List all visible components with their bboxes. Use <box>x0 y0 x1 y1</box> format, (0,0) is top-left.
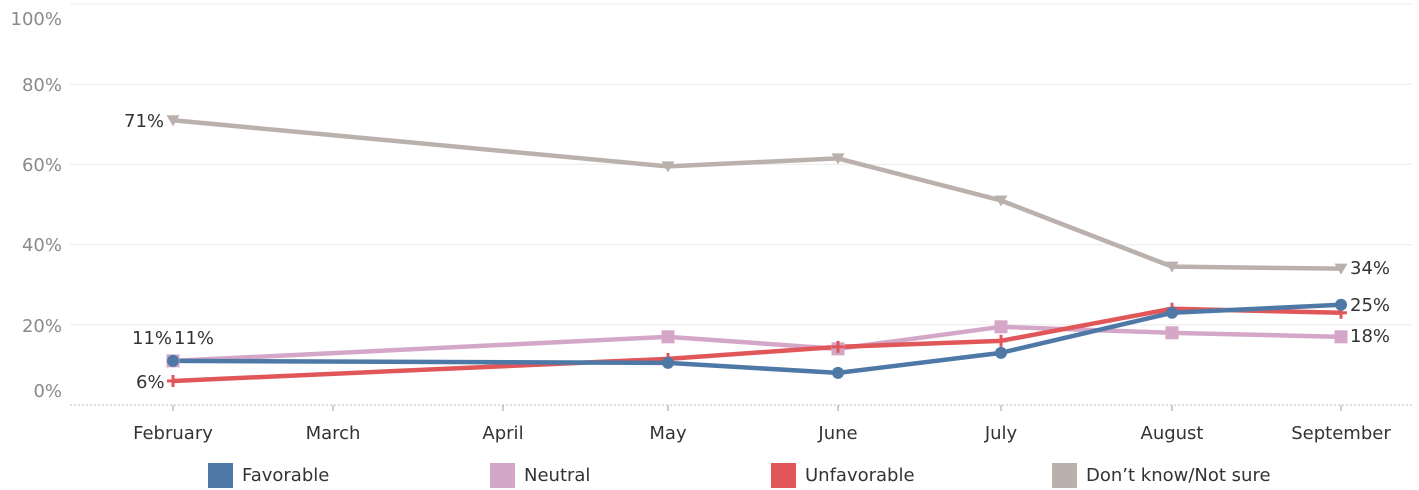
point-favorable-june <box>832 366 844 379</box>
data-label-favorable-february: 11% <box>132 328 172 349</box>
x-tick-label-april: April <box>482 423 523 444</box>
point-neutral-september <box>1334 330 1348 344</box>
point-unfavorable-june <box>832 340 844 353</box>
legend-swatch-neutral <box>490 462 515 488</box>
data-label-unfavorable-february: 6% <box>136 372 165 393</box>
point-neutral-may <box>661 330 675 344</box>
point-favorable-august <box>1166 306 1178 319</box>
x-tick-label-march: March <box>306 423 361 444</box>
legend-label-neutral: Neutral <box>524 464 591 486</box>
data-label-neutral-february: 11% <box>174 328 214 349</box>
x-tick-label-september: September <box>1291 423 1391 444</box>
legend-label-favorable: Favorable <box>242 464 330 486</box>
point-unfavorable-february <box>167 374 179 387</box>
point-don-t-know-not-sure-june <box>831 153 845 165</box>
y-tick-label-100: 100% <box>11 9 62 30</box>
legend-item-dont-know[interactable]: Don’t know/Not sure <box>1052 462 1271 488</box>
x-tick-label-june: June <box>817 423 857 444</box>
legend-item-favorable[interactable]: Favorable <box>208 462 329 488</box>
point-don-t-know-not-sure-may <box>661 161 675 173</box>
data-label-neutral-september: 18% <box>1350 326 1390 347</box>
legend-item-unfavorable[interactable]: Unfavorable <box>771 462 915 488</box>
point-favorable-may <box>662 356 674 369</box>
series-line-don-t-know-not-sure <box>170 118 1344 271</box>
point-don-t-know-not-sure-july <box>994 195 1008 207</box>
data-labels: 11% 25% 11% 18% 6% 71% 34% <box>124 111 1390 393</box>
series-markers <box>166 115 1348 387</box>
legend-item-neutral[interactable]: Neutral <box>490 462 590 488</box>
point-neutral-august <box>1165 326 1179 340</box>
data-label-don-t-know-not-sure-september: 34% <box>1350 258 1390 279</box>
legend-label-dont-know: Don’t know/Not sure <box>1086 464 1271 486</box>
y-tick-label-40: 40% <box>22 235 62 256</box>
point-unfavorable-july <box>995 334 1007 347</box>
point-favorable-february <box>167 354 179 367</box>
legend-swatch-unfavorable <box>771 462 796 488</box>
point-favorable-september <box>1335 298 1347 311</box>
point-don-t-know-not-sure-february <box>166 115 180 127</box>
x-tick-label-february: February <box>133 423 213 444</box>
x-tick-label-july: July <box>984 423 1018 444</box>
legend-swatch-dont-know <box>1052 462 1077 488</box>
y-tick-label-80: 80% <box>22 75 62 96</box>
x-tick-label-may: May <box>649 423 687 444</box>
y-tick-label-0: 0% <box>33 381 62 402</box>
x-tick-label-august: August <box>1141 423 1204 444</box>
legend-label-unfavorable: Unfavorable <box>805 464 915 486</box>
line-chart: 0% 20% 40% 60% 80% 100% February March April May… <box>11 3 1412 444</box>
y-axis-ticks: 0% 20% 40% 60% 80% 100% <box>11 9 62 402</box>
legend: Favorable Neutral Unfavorable Don’t know… <box>0 462 1419 490</box>
data-label-don-t-know-not-sure-february: 71% <box>124 111 164 132</box>
point-don-t-know-not-sure-september <box>1334 263 1348 275</box>
series-line-favorable <box>170 302 1344 376</box>
point-favorable-july <box>995 346 1007 359</box>
y-tick-label-20: 20% <box>22 316 62 337</box>
x-axis: February March April May June July August Septe… <box>70 404 1412 444</box>
point-neutral-july <box>994 320 1008 334</box>
series-lines <box>170 118 1344 384</box>
y-tick-label-60: 60% <box>22 155 62 176</box>
legend-swatch-favorable <box>208 462 233 488</box>
data-label-favorable-september: 25% <box>1350 295 1390 316</box>
point-don-t-know-not-sure-august <box>1165 261 1179 273</box>
series-line-neutral <box>170 324 1344 364</box>
